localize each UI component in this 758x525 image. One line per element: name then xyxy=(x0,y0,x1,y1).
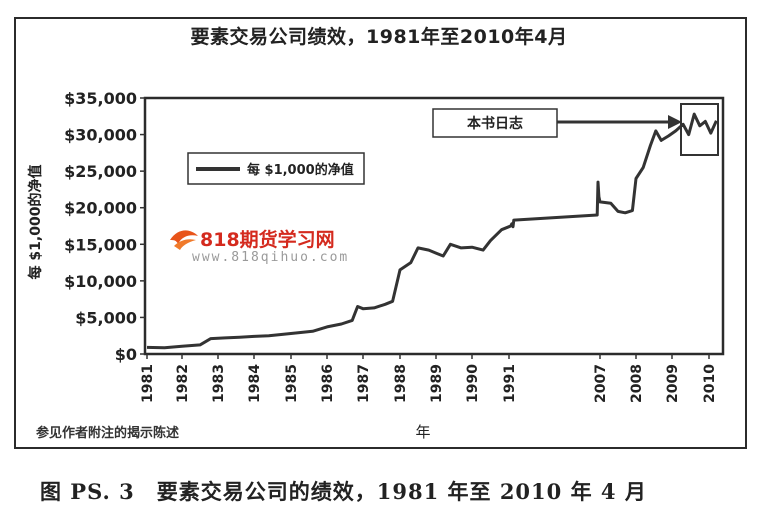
annotation-arrowhead xyxy=(668,115,682,129)
plot-area-frame xyxy=(143,96,725,356)
x-tick-label: 1981 xyxy=(140,364,156,403)
watermark-url: www.818qihuo.com xyxy=(192,250,350,265)
x-tick-label: 1986 xyxy=(320,364,336,403)
x-tick-label: 1991 xyxy=(502,364,518,403)
chart-title: 要素交易公司绩效，1981年至2010年4月 xyxy=(190,26,568,48)
y-tick-label: $20,000 xyxy=(64,199,137,218)
x-tick-label: 1987 xyxy=(356,364,372,403)
y-tick-label: $15,000 xyxy=(64,235,137,254)
x-tick-label: 2009 xyxy=(665,364,681,403)
figure-caption: 图 PS. 3 要素交易公司的绩效，1981 年至 2010 年 4 月 xyxy=(40,479,647,504)
y-axis-ticks: $0 $5,000 $10,000 $15,000 $20,000 $25,000 $30,… xyxy=(64,89,145,364)
figure-frame xyxy=(14,17,747,449)
y-tick-label: $0 xyxy=(115,345,137,364)
y-tick-label: $10,000 xyxy=(64,272,137,291)
legend-label: 每 $1,000的净值 xyxy=(247,162,354,178)
y-tick-label: $25,000 xyxy=(64,162,137,181)
x-tick-label: 1990 xyxy=(465,364,481,403)
x-tick-label: 1985 xyxy=(284,364,300,403)
x-axis-ticks: 1981 1982 1983 1984 1985 1986 1987 1988 1989 1990… xyxy=(140,354,718,403)
watermark-brand: 818期货学习网 xyxy=(200,228,335,251)
series-line xyxy=(146,112,718,350)
x-tick-label: 1983 xyxy=(211,364,227,403)
y-tick-label: $35,000 xyxy=(64,89,137,108)
y-tick-label: $5,000 xyxy=(75,308,137,327)
x-tick-label: 2007 xyxy=(593,364,609,403)
y-tick-label: $30,000 xyxy=(64,126,137,145)
source-note: 参见作者附注的揭示陈述 xyxy=(36,426,180,441)
annotation-box xyxy=(432,108,558,138)
x-tick-label: 1988 xyxy=(393,364,409,403)
x-tick-label: 2010 xyxy=(702,364,718,403)
x-tick-label: 1984 xyxy=(247,364,263,403)
y-axis-title: 每 $1,000的净值 xyxy=(27,165,44,280)
x-tick-label: 1989 xyxy=(429,364,445,403)
watermark-logo: 818期货学习网 xyxy=(170,228,335,251)
x-axis-title: 年 xyxy=(415,423,430,441)
annotation-label: 本书日志 xyxy=(467,115,523,132)
x-tick-label: 1982 xyxy=(175,364,191,403)
annotation-highlight-box xyxy=(680,103,719,156)
series-layer xyxy=(146,112,718,350)
x-tick-label: 2008 xyxy=(629,364,645,403)
